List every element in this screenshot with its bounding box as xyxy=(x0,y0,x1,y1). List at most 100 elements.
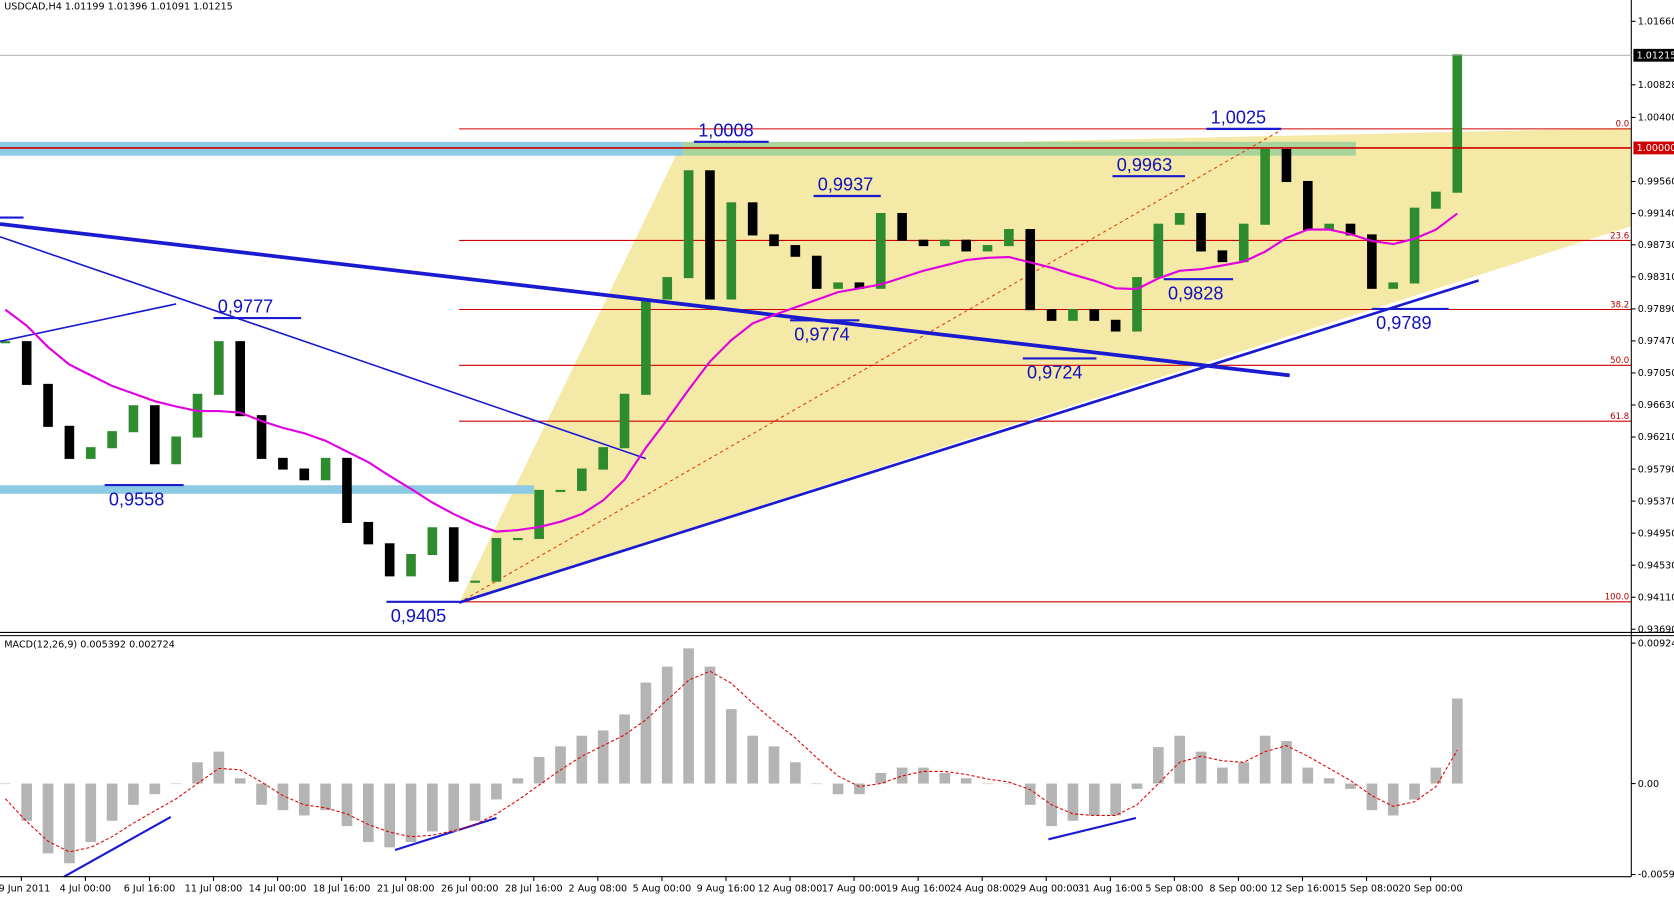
y-tick-label: 0.98310 xyxy=(1638,272,1674,283)
candle xyxy=(1110,319,1121,332)
candle xyxy=(1196,213,1206,252)
macd-bar xyxy=(918,767,929,784)
fib-label: 38.2 xyxy=(1610,300,1629,310)
macd-bar xyxy=(982,783,993,785)
y-tick-label: 0.94950 xyxy=(1638,528,1674,539)
y-tick-label: 1.01660 xyxy=(1638,17,1674,28)
y-tick-label: 0.97890 xyxy=(1638,304,1674,315)
divergence-line xyxy=(1048,816,1137,841)
macd-bar xyxy=(1409,783,1420,800)
candle xyxy=(897,213,907,241)
x-tick-label: 11 Jul 08:00 xyxy=(185,884,243,895)
candle xyxy=(64,425,75,459)
macd-bar xyxy=(149,783,161,795)
candle xyxy=(278,457,288,470)
candle xyxy=(1217,250,1228,263)
x-tick-label: 6 Jul 16:00 xyxy=(124,884,175,895)
candle xyxy=(342,457,352,523)
macd-bar xyxy=(1281,741,1292,784)
trend-line xyxy=(0,236,647,460)
y-tick-label: 0.95790 xyxy=(1638,464,1674,475)
x-tick-label: 4 Jul 00:00 xyxy=(60,884,111,895)
annotation-label: 0,9724 xyxy=(1027,363,1082,383)
macd-y-tick-label: 0.009247 xyxy=(1638,638,1674,649)
candle xyxy=(470,580,480,583)
candle xyxy=(1260,148,1270,225)
candle xyxy=(384,543,395,577)
annotation-label: 0,9558 xyxy=(109,489,164,509)
candle xyxy=(363,521,374,545)
y-tick-label: 1.00400 xyxy=(1638,113,1674,124)
macd-bar xyxy=(576,735,588,784)
macd-bar xyxy=(704,666,716,784)
annotation-label: 0,9774 xyxy=(794,325,849,345)
candle xyxy=(1025,229,1036,311)
candle xyxy=(1046,309,1057,321)
macd-bar xyxy=(1323,778,1335,784)
macd-bar xyxy=(896,767,908,784)
macd-bar xyxy=(1110,783,1121,816)
x-tick-label: 5 Aug 00:00 xyxy=(633,884,692,895)
candle xyxy=(299,468,310,481)
x-tick-label: 21 Jul 08:00 xyxy=(377,884,435,895)
candle xyxy=(747,202,758,236)
macd-bar xyxy=(854,783,865,795)
macd-bar xyxy=(106,783,118,821)
macd-bar xyxy=(1366,783,1378,811)
annotation-label: 0,9937 xyxy=(818,175,873,195)
macd-bar xyxy=(170,783,182,785)
annotation-label: 0,9828 xyxy=(1168,283,1223,303)
x-tick-label: 12 Sep 16:00 xyxy=(1270,884,1334,895)
macd-bar xyxy=(64,783,75,864)
x-tick-label: 5 Sep 08:00 xyxy=(1145,884,1203,895)
candle xyxy=(21,341,32,385)
candle xyxy=(982,245,993,252)
candle xyxy=(577,468,587,491)
candle xyxy=(705,170,715,300)
macd-bar xyxy=(128,783,139,805)
annotation-label: 0,9777 xyxy=(218,297,273,317)
candle xyxy=(790,245,801,257)
macd-bar xyxy=(341,783,353,827)
annotation-label: 1,0008 xyxy=(698,121,753,141)
y-tick-label: 0.96630 xyxy=(1638,400,1674,411)
candle xyxy=(918,239,929,247)
macd-bar xyxy=(277,783,289,811)
y-tick-label: 0.94110 xyxy=(1638,592,1674,603)
candle xyxy=(534,489,544,540)
trend-line xyxy=(0,303,177,343)
macd-bar xyxy=(405,783,417,843)
fib-label: 61.8 xyxy=(1610,412,1629,422)
candle xyxy=(1153,223,1164,279)
current-price-box xyxy=(1633,48,1674,62)
candle xyxy=(427,527,438,556)
x-tick-label: 19 Aug 16:00 xyxy=(886,884,951,895)
candle xyxy=(448,527,459,582)
macd-bar xyxy=(640,682,652,784)
macd-bar xyxy=(85,783,97,843)
y-tick-label: 0.95370 xyxy=(1638,496,1674,507)
macd-bar xyxy=(1430,767,1442,784)
candle xyxy=(555,489,566,493)
macd-y-tick-label: 0.00 xyxy=(1638,779,1659,790)
macd-bar xyxy=(832,783,844,795)
macd-bar xyxy=(1088,783,1100,816)
x-tick-label: 29 Jun 2011 xyxy=(0,884,50,895)
macd-bar xyxy=(1195,751,1207,784)
moving-average xyxy=(4,212,1458,533)
candle xyxy=(192,393,203,438)
macd-bar xyxy=(491,783,502,800)
candle xyxy=(641,298,651,395)
macd-bar xyxy=(384,783,396,848)
macd-bar xyxy=(1174,735,1186,784)
macd-bar xyxy=(320,783,331,811)
macd-bar xyxy=(213,751,225,784)
x-tick-label: 20 Sep 00:00 xyxy=(1399,884,1463,895)
x-tick-label: 2 Aug 08:00 xyxy=(569,884,628,895)
candle xyxy=(940,239,950,247)
macd-bar xyxy=(533,756,545,784)
fib-label: 100.0 xyxy=(1605,593,1629,603)
x-tick-label: 17 Aug 00:00 xyxy=(822,884,887,895)
y-tick-label: 0.99560 xyxy=(1638,177,1674,188)
macd-bar xyxy=(1451,698,1463,784)
